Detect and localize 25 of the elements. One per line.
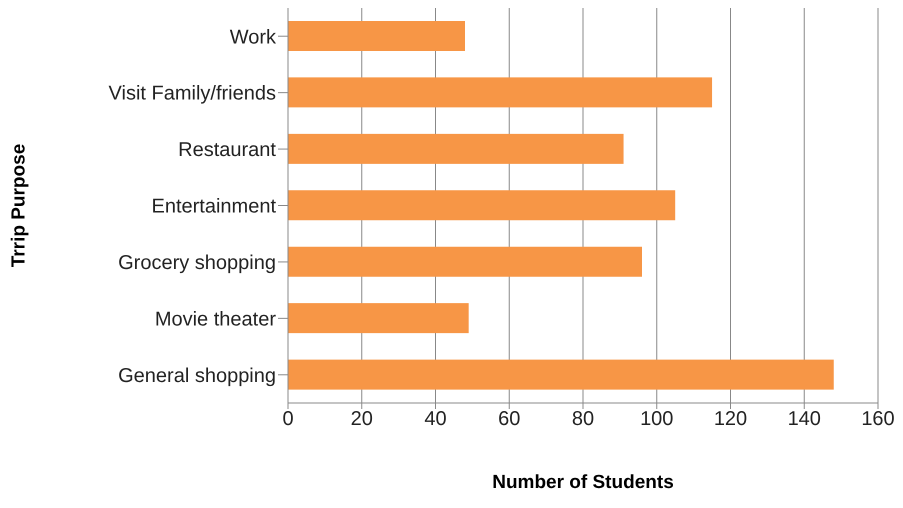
y-axis-title: Trrip Purpose xyxy=(8,144,30,268)
x-tick-label: 80 xyxy=(572,408,594,430)
x-tick-label: 140 xyxy=(788,408,821,430)
bar xyxy=(288,246,642,277)
bar xyxy=(288,77,712,108)
y-tick-label: Visit Family/friends xyxy=(108,82,276,105)
y-tick-label: Grocery shopping xyxy=(118,252,276,274)
x-tick-label: 40 xyxy=(424,408,447,430)
y-tick-label: Movie theater xyxy=(154,308,276,330)
x-tick-label: 100 xyxy=(640,408,674,430)
x-tick-label: 60 xyxy=(498,408,520,430)
y-tick-label: General shopping xyxy=(118,364,276,387)
y-tick-label: Entertainment xyxy=(151,196,276,218)
bar xyxy=(288,21,465,51)
y-tick-label: Work xyxy=(230,26,277,48)
bar xyxy=(288,303,469,334)
bar xyxy=(288,134,624,164)
x-tick-label: 120 xyxy=(714,408,748,430)
bar xyxy=(288,190,676,220)
x-tick-label: 160 xyxy=(861,408,895,430)
x-tick-label: 0 xyxy=(282,408,294,430)
x-axis-title: Number of Students xyxy=(492,472,674,493)
bar xyxy=(288,360,834,390)
x-tick-label: 20 xyxy=(350,408,373,430)
y-tick-label: Restaurant xyxy=(178,139,276,162)
